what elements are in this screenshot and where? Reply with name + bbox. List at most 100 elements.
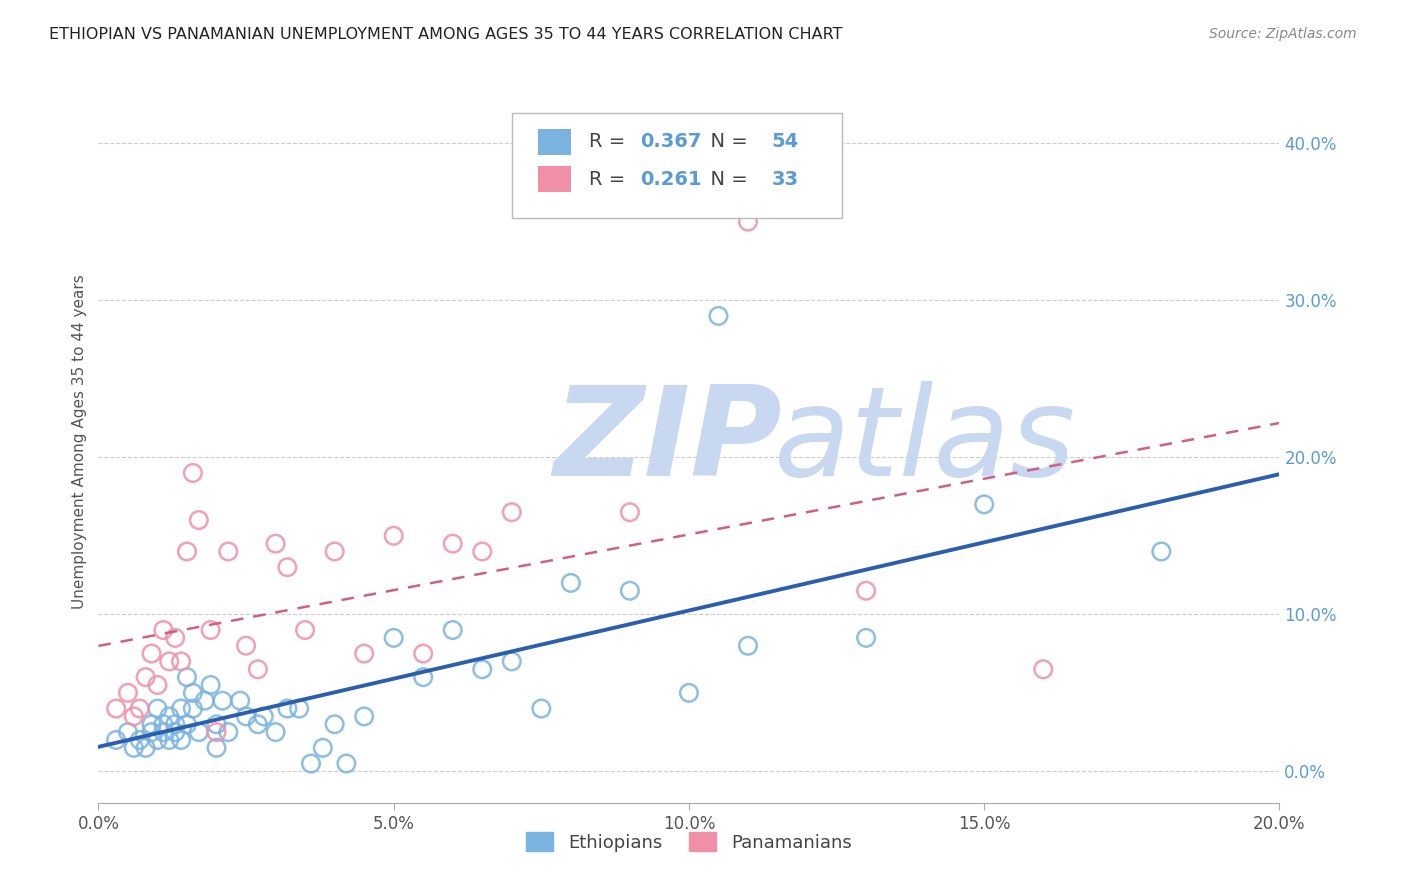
Point	[471, 662, 494, 676]
Point	[165, 717, 187, 731]
Point	[276, 701, 298, 715]
Point	[217, 725, 239, 739]
Point	[205, 740, 228, 755]
Point	[146, 733, 169, 747]
Point	[288, 701, 311, 715]
Text: 54: 54	[772, 132, 799, 152]
Point	[246, 717, 269, 731]
Point	[235, 709, 257, 723]
Point	[335, 756, 357, 771]
Point	[264, 725, 287, 739]
Point	[855, 631, 877, 645]
Point	[1150, 544, 1173, 558]
Point	[152, 623, 174, 637]
Text: ZIP: ZIP	[553, 381, 782, 502]
Text: N =: N =	[699, 169, 755, 189]
Point	[619, 505, 641, 519]
Point	[855, 583, 877, 598]
Point	[117, 725, 139, 739]
Point	[128, 701, 150, 715]
Text: atlas: atlas	[773, 381, 1076, 502]
Point	[170, 733, 193, 747]
Point	[200, 623, 222, 637]
Point	[501, 505, 523, 519]
Point	[323, 544, 346, 558]
Point	[737, 214, 759, 228]
Text: 0.261: 0.261	[641, 169, 702, 189]
Point	[973, 497, 995, 511]
Point	[353, 709, 375, 723]
FancyBboxPatch shape	[537, 166, 571, 193]
Point	[353, 647, 375, 661]
Point	[229, 694, 252, 708]
Point	[152, 725, 174, 739]
Point	[157, 733, 180, 747]
Point	[619, 583, 641, 598]
Point	[707, 309, 730, 323]
Point	[146, 701, 169, 715]
Point	[1032, 662, 1054, 676]
Text: N =: N =	[699, 132, 755, 152]
Point	[264, 536, 287, 550]
Point	[530, 701, 553, 715]
Text: 33: 33	[772, 169, 799, 189]
Point	[211, 694, 233, 708]
Point	[294, 623, 316, 637]
Point	[157, 655, 180, 669]
Text: ETHIOPIAN VS PANAMANIAN UNEMPLOYMENT AMONG AGES 35 TO 44 YEARS CORRELATION CHART: ETHIOPIAN VS PANAMANIAN UNEMPLOYMENT AMO…	[49, 27, 842, 42]
Point	[560, 575, 582, 590]
Point	[176, 544, 198, 558]
Point	[678, 686, 700, 700]
Point	[382, 529, 405, 543]
Point	[152, 717, 174, 731]
Point	[141, 725, 163, 739]
Y-axis label: Unemployment Among Ages 35 to 44 years: Unemployment Among Ages 35 to 44 years	[72, 274, 87, 609]
Point	[323, 717, 346, 731]
Point	[737, 639, 759, 653]
Point	[181, 701, 204, 715]
Point	[146, 678, 169, 692]
Point	[412, 670, 434, 684]
Text: 0.367: 0.367	[641, 132, 702, 152]
Point	[181, 466, 204, 480]
Point	[135, 670, 157, 684]
Point	[105, 733, 128, 747]
Point	[412, 647, 434, 661]
Text: Source: ZipAtlas.com: Source: ZipAtlas.com	[1209, 27, 1357, 41]
Point	[187, 513, 209, 527]
Point	[200, 678, 222, 692]
Point	[157, 709, 180, 723]
Text: R =: R =	[589, 132, 631, 152]
Point	[205, 725, 228, 739]
Point	[276, 560, 298, 574]
Point	[170, 701, 193, 715]
Point	[141, 647, 163, 661]
Text: R =: R =	[589, 169, 631, 189]
Point	[117, 686, 139, 700]
Point	[165, 725, 187, 739]
Point	[176, 717, 198, 731]
Point	[181, 686, 204, 700]
Point	[501, 655, 523, 669]
Point	[217, 544, 239, 558]
Point	[122, 740, 145, 755]
Point	[165, 631, 187, 645]
Point	[170, 655, 193, 669]
Point	[122, 709, 145, 723]
Point	[187, 725, 209, 739]
Point	[441, 536, 464, 550]
Point	[441, 623, 464, 637]
Point	[135, 740, 157, 755]
FancyBboxPatch shape	[537, 128, 571, 154]
Point	[235, 639, 257, 653]
Point	[471, 544, 494, 558]
Point	[246, 662, 269, 676]
Point	[105, 701, 128, 715]
Point	[382, 631, 405, 645]
Point	[299, 756, 322, 771]
Point	[176, 670, 198, 684]
Point	[194, 694, 217, 708]
Point	[312, 740, 335, 755]
FancyBboxPatch shape	[512, 112, 842, 218]
Point	[205, 717, 228, 731]
